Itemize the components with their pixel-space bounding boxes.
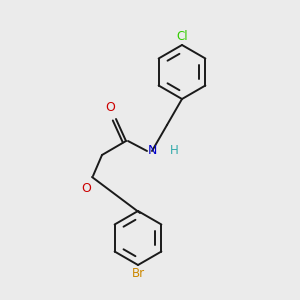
Text: O: O [105,101,115,114]
Text: N: N [147,145,157,158]
Text: Br: Br [131,267,145,280]
Text: Cl: Cl [176,30,188,43]
Text: O: O [81,182,91,195]
Text: H: H [169,145,178,158]
